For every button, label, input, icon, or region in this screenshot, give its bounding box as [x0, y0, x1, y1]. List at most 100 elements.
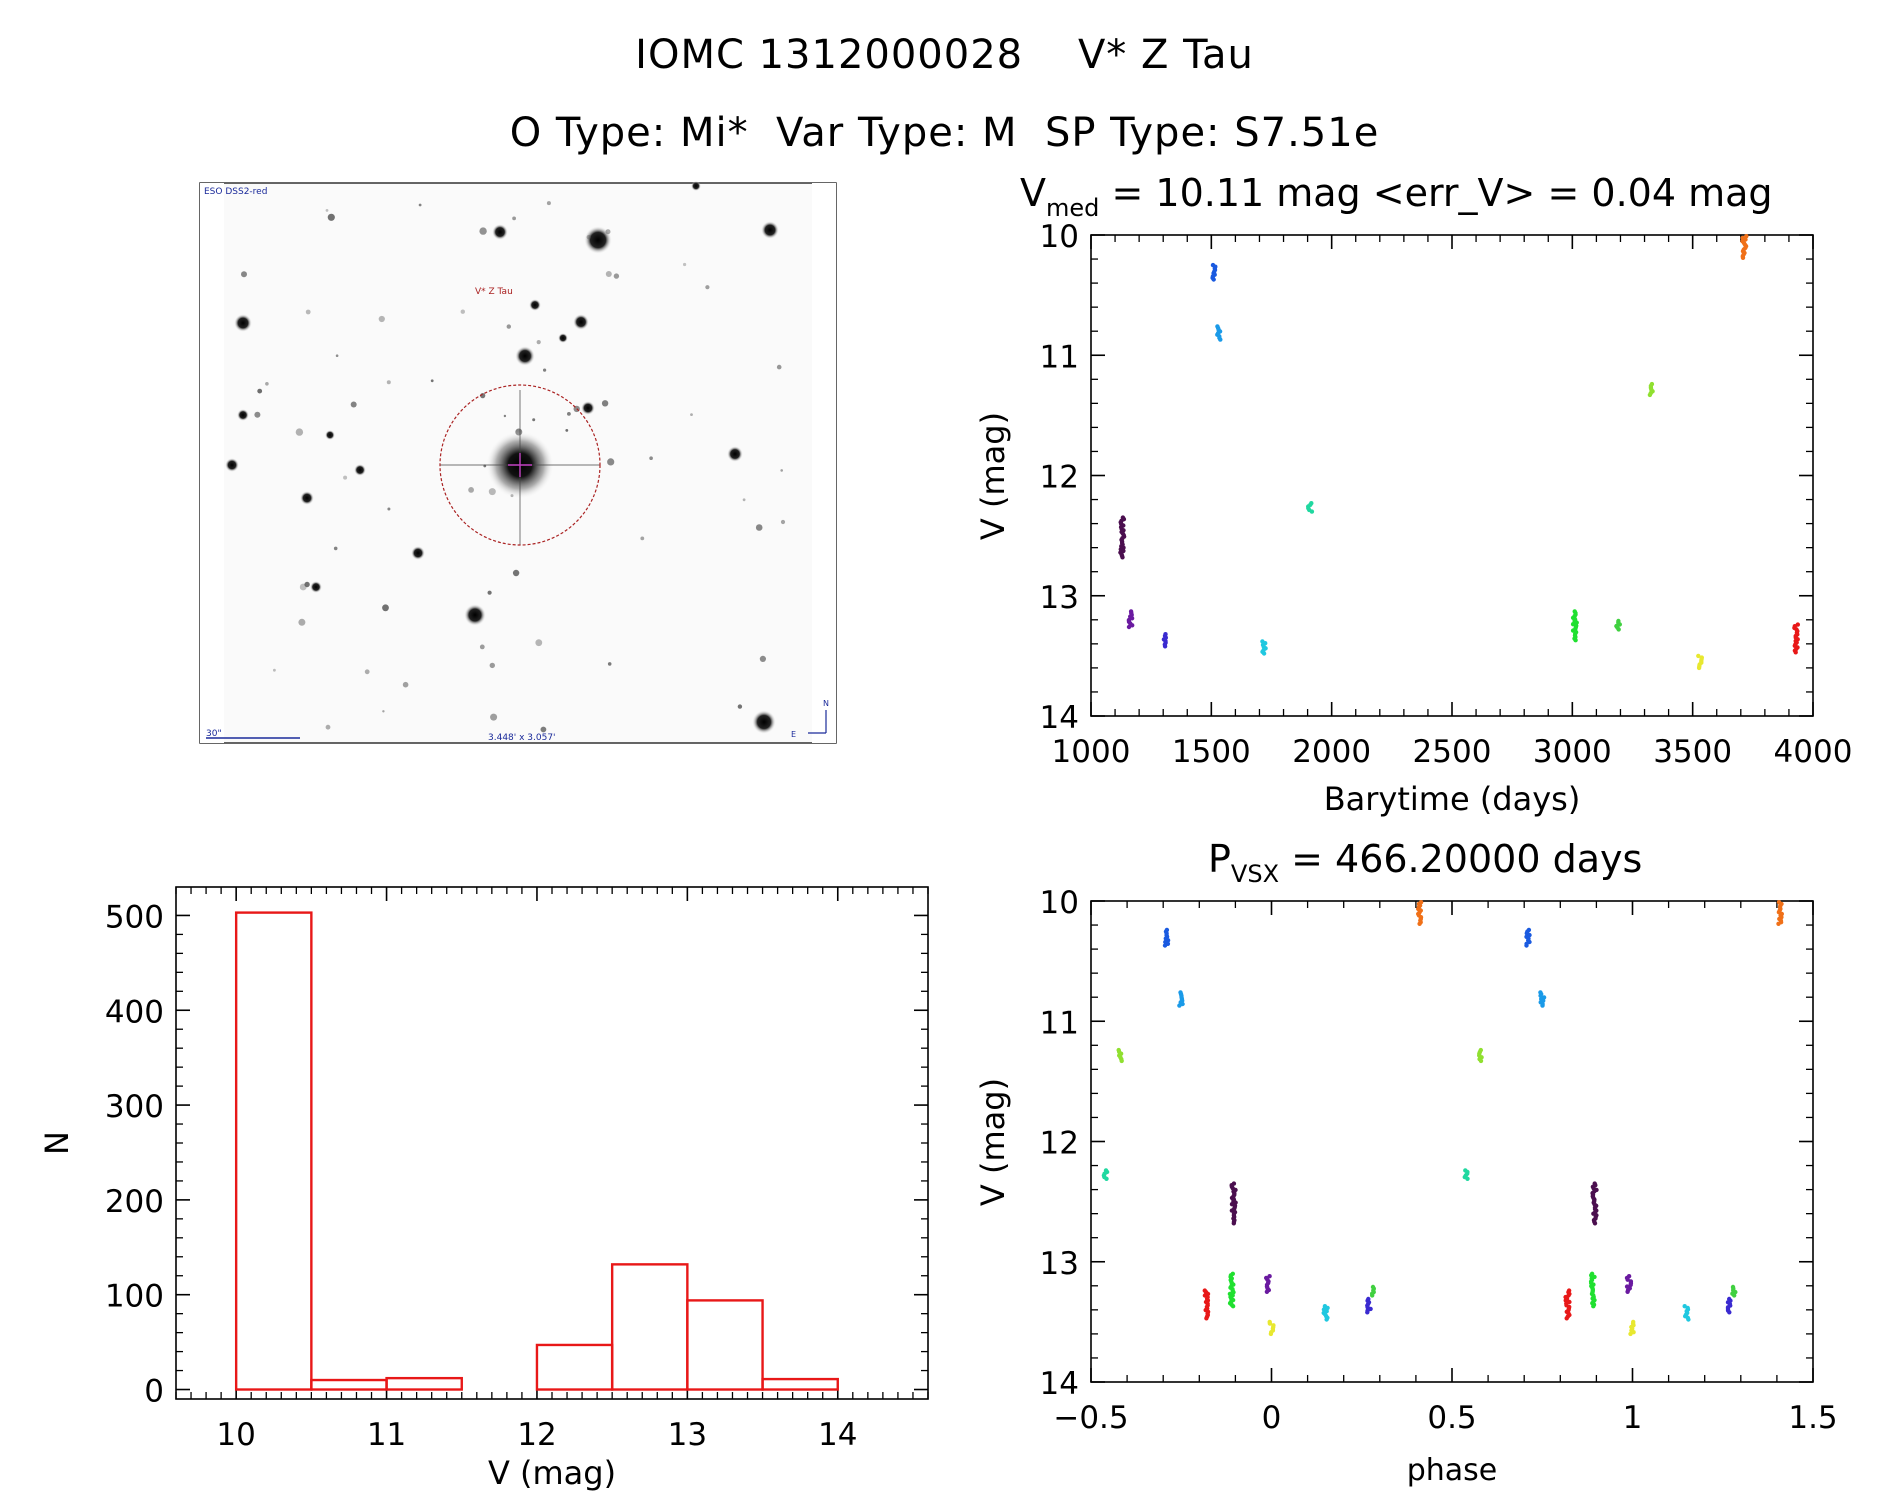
- finder-image: ESO DSS2-red V* Z Tau 30" 3.448' x 3.057…: [199, 181, 837, 744]
- lightcurve-point: [1744, 234, 1749, 239]
- faint-star-13: [305, 309, 311, 315]
- phased-ticks: −0.5 0 0.5 1 1.5 10 11 12 13 14: [1040, 885, 1838, 1436]
- phased-xtick-label-3: 1: [1623, 1400, 1643, 1436]
- faint-star-10: [430, 379, 434, 383]
- faint-star-62: [649, 456, 653, 461]
- faint-star-16: [479, 644, 485, 650]
- star-9: [752, 710, 776, 734]
- faint-star-34: [503, 414, 507, 418]
- phased-ytick-label-0: 10: [1040, 885, 1079, 921]
- faint-star-59: [460, 309, 465, 314]
- histogram-bar-0: [234, 911, 313, 1391]
- faint-star-50: [343, 475, 348, 480]
- faint-star-22: [382, 710, 385, 713]
- faint-star-23: [565, 429, 569, 432]
- phased-point: [1325, 1305, 1330, 1311]
- histogram-bar-6: [686, 1299, 764, 1391]
- lightcurve-xtick-label-2: 2000: [1292, 734, 1371, 770]
- star-4: [515, 346, 535, 366]
- phased-title: PVSX = 466.20000 days: [1208, 837, 1642, 888]
- histogram-bar-2: [385, 1376, 463, 1391]
- faint-star-64: [690, 413, 693, 416]
- phased-point: [1564, 1316, 1569, 1321]
- phased-point: [1592, 1221, 1598, 1226]
- faint-star-63: [737, 704, 743, 709]
- lightcurve-title-sub: med: [1046, 194, 1099, 222]
- histogram-xtick-label-2: 12: [517, 1417, 556, 1453]
- phased-group-15: [1524, 927, 1532, 948]
- finder-left-margin: [200, 183, 224, 743]
- faint-star-33: [586, 234, 591, 240]
- phased-group-8: [1267, 1319, 1276, 1337]
- phased-group-13: [1462, 1168, 1470, 1182]
- lightcurve-group-0: [1118, 515, 1127, 560]
- faint-star-45: [479, 227, 487, 235]
- lightcurve-group-1: [1126, 609, 1135, 630]
- faint-star-17: [378, 315, 385, 323]
- phased-group-17: [1563, 1288, 1572, 1321]
- phased-point: [1268, 1331, 1274, 1337]
- star-14: [529, 299, 541, 311]
- histogram-ylabel: N: [38, 1131, 76, 1155]
- phased-point: [1538, 993, 1543, 998]
- lightcurve-point: [1616, 627, 1621, 632]
- star-11: [411, 546, 425, 560]
- phased-point: [1478, 1058, 1484, 1064]
- phased-title-rest: = 466.20000 days: [1279, 837, 1642, 881]
- faint-star-41: [607, 458, 615, 466]
- faint-star-8: [325, 724, 331, 730]
- faint-star-52: [333, 546, 338, 551]
- faint-star-24: [489, 662, 495, 669]
- phased-point: [1177, 1003, 1182, 1008]
- lightcurve-point: [1261, 651, 1267, 656]
- faint-star-51: [780, 469, 783, 472]
- phased-group-22: [1682, 1304, 1691, 1322]
- target-circle: [439, 384, 601, 546]
- target-label: V* Z Tau: [475, 287, 513, 297]
- phased-xtick-label-1: 0: [1262, 1400, 1282, 1436]
- histogram-ytick-label-3: 300: [105, 1089, 164, 1125]
- lightcurve-panel: Vmed = 10.11 mag <err_V> = 0.04 mag 1000…: [974, 171, 1852, 818]
- histogram-ytick-label-5: 500: [105, 899, 164, 935]
- phased-point: [1776, 921, 1781, 926]
- phased-ytick-label-4: 14: [1040, 1366, 1079, 1402]
- lightcurve-group-4: [1215, 324, 1223, 342]
- phased-xtick-label-4: 1.5: [1788, 1400, 1837, 1436]
- faint-star-31: [265, 382, 269, 386]
- faint-star-43: [512, 569, 520, 577]
- lightcurve-point: [1211, 277, 1216, 282]
- phased-point: [1231, 1221, 1237, 1226]
- faint-star-38: [335, 354, 339, 358]
- phased-panel: PVSX = 466.20000 days −0.5 0 0.5 1 1.5 10 11 12…: [974, 837, 1838, 1488]
- lightcurve-group-6: [1306, 501, 1315, 514]
- histogram-bar-5: [610, 1263, 689, 1391]
- phased-point: [1727, 1310, 1732, 1315]
- faint-star-7: [468, 487, 474, 493]
- phased-point: [1324, 1317, 1329, 1322]
- faint-star-68: [387, 507, 391, 511]
- north-label: N: [823, 699, 829, 708]
- phased-group-10: [1365, 1296, 1373, 1315]
- lightcurve-group-9: [1647, 381, 1655, 398]
- lightcurve-ytick-label-1: 11: [1040, 339, 1079, 375]
- faint-star-21: [350, 401, 357, 408]
- phased-group-7: [1264, 1274, 1272, 1295]
- faint-star-15: [776, 364, 782, 370]
- phased-point: [1417, 921, 1422, 926]
- phased-point: [1162, 943, 1168, 948]
- page-title: IOMC 1312000028 V* Z Tau: [635, 32, 1254, 78]
- histogram-bar-4: [535, 1343, 614, 1391]
- lightcurve-point: [1309, 509, 1315, 514]
- east-label: E: [791, 730, 796, 739]
- lightcurve-point: [1218, 337, 1223, 342]
- phased-point: [1628, 1331, 1633, 1337]
- histogram-ytick-label-0: 0: [144, 1374, 164, 1410]
- phased-title-prefix: P: [1208, 837, 1231, 881]
- faint-star-69: [780, 519, 786, 525]
- histogram-xtick-label-1: 11: [367, 1417, 406, 1453]
- phased-point: [1540, 1003, 1545, 1008]
- phased-group-21: [1628, 1319, 1636, 1337]
- faint-star-53: [402, 681, 409, 688]
- histogram-ticks: 10 11 12 13 14 0 100 200 300 400 500: [105, 887, 929, 1453]
- phased-group-0: [1101, 1168, 1110, 1182]
